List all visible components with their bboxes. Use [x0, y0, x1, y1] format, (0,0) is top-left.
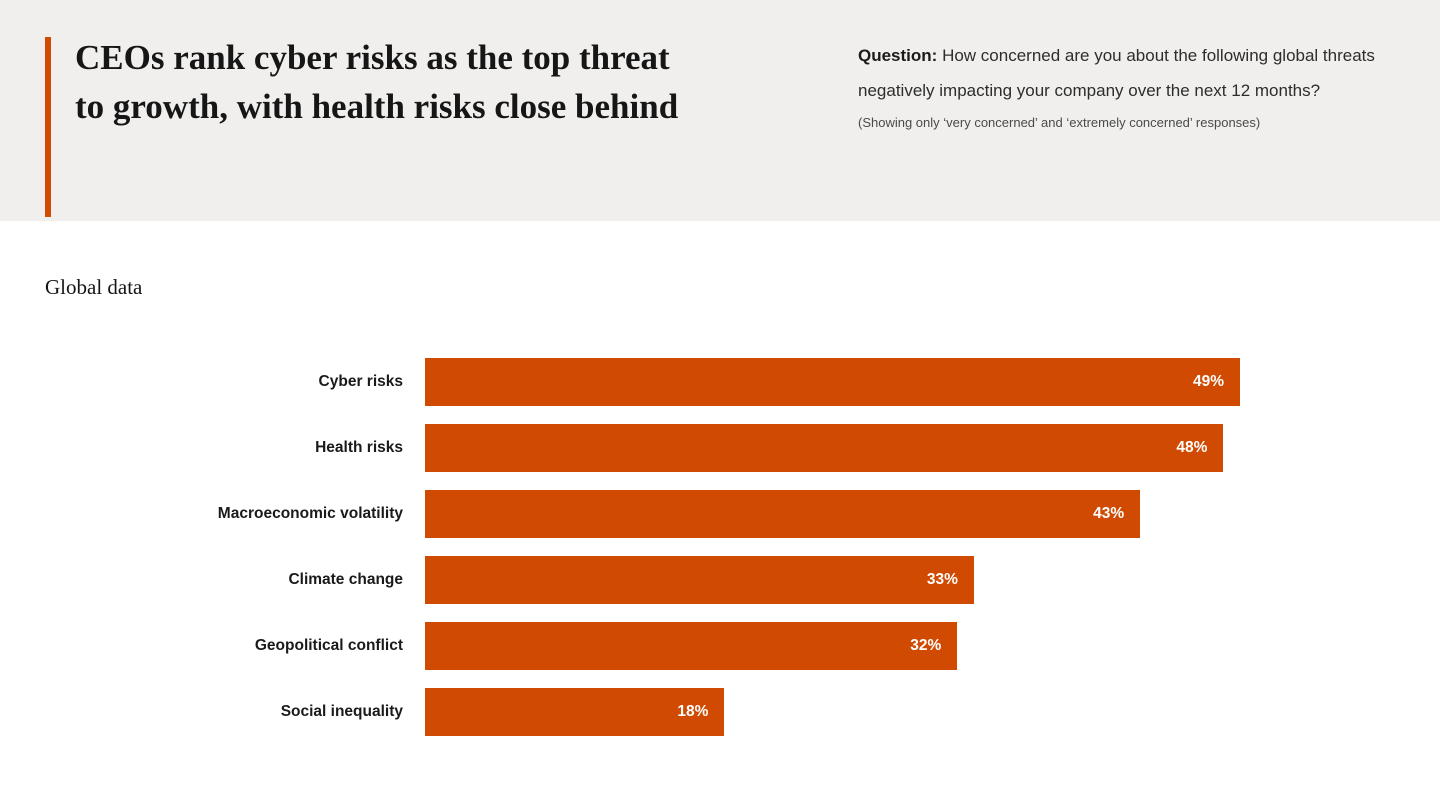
bar-track: 18%: [425, 688, 1240, 736]
bar-value-label: 43%: [1093, 505, 1125, 522]
bar-row: Climate change 33%: [45, 556, 1240, 604]
title-accent-bar: [45, 37, 51, 217]
bar-track: 33%: [425, 556, 1240, 604]
category-label: Social inequality: [280, 703, 403, 720]
question-label: Question:: [858, 46, 938, 65]
bar-track: 32%: [425, 622, 1240, 670]
chart-title: CEOs rank cyber risks as the top threat …: [75, 38, 679, 126]
bar: 43%: [425, 490, 1141, 538]
category-label: Cyber risks: [318, 373, 403, 390]
bar-row: Health risks 48%: [45, 424, 1240, 472]
bar-value-label: 49%: [1192, 373, 1224, 390]
bar-row: Cyber risks 49%: [45, 358, 1240, 406]
bar-value-label: 33%: [926, 571, 958, 588]
question-paragraph: Question: How concerned are you about th…: [858, 38, 1408, 108]
horizontal-bar-chart: Cyber risks 49% Health risks 48% Macroeconom…: [45, 358, 1240, 736]
question-note: (Showing only ‘very concerned’ and ‘extr…: [858, 115, 1261, 130]
question-block: Question: How concerned are you about th…: [858, 33, 1408, 221]
bar-value-label: 48%: [1176, 439, 1208, 456]
bar-track: 43%: [425, 490, 1240, 538]
category-label: Health risks: [315, 439, 403, 456]
bar: 18%: [425, 688, 725, 736]
bar-row: Macroeconomic volatility 43%: [45, 490, 1240, 538]
bar: 32%: [425, 622, 958, 670]
category-label: Geopolitical conflict: [254, 637, 403, 654]
question-text: How concerned are you about the followin…: [858, 46, 1375, 100]
bar: 48%: [425, 424, 1224, 472]
category-label: Climate change: [288, 571, 403, 588]
bar: 33%: [425, 556, 974, 604]
bar-value-label: 32%: [910, 637, 942, 654]
chart-header: CEOs rank cyber risks as the top threat …: [0, 0, 1440, 221]
title-block: CEOs rank cyber risks as the top threat …: [45, 33, 690, 221]
bar-row: Social inequality 18%: [45, 688, 1240, 736]
bar-track: 49%: [425, 358, 1240, 406]
section-label: Global data: [45, 275, 143, 299]
bar-row: Geopolitical conflict 32%: [45, 622, 1240, 670]
bar-value-label: 18%: [677, 703, 709, 720]
bar: 49%: [425, 358, 1240, 406]
bar-track: 48%: [425, 424, 1240, 472]
chart-body: Global data Cyber risks 49% Health risks 48…: [0, 221, 1440, 736]
category-label: Macroeconomic volatility: [217, 505, 403, 522]
